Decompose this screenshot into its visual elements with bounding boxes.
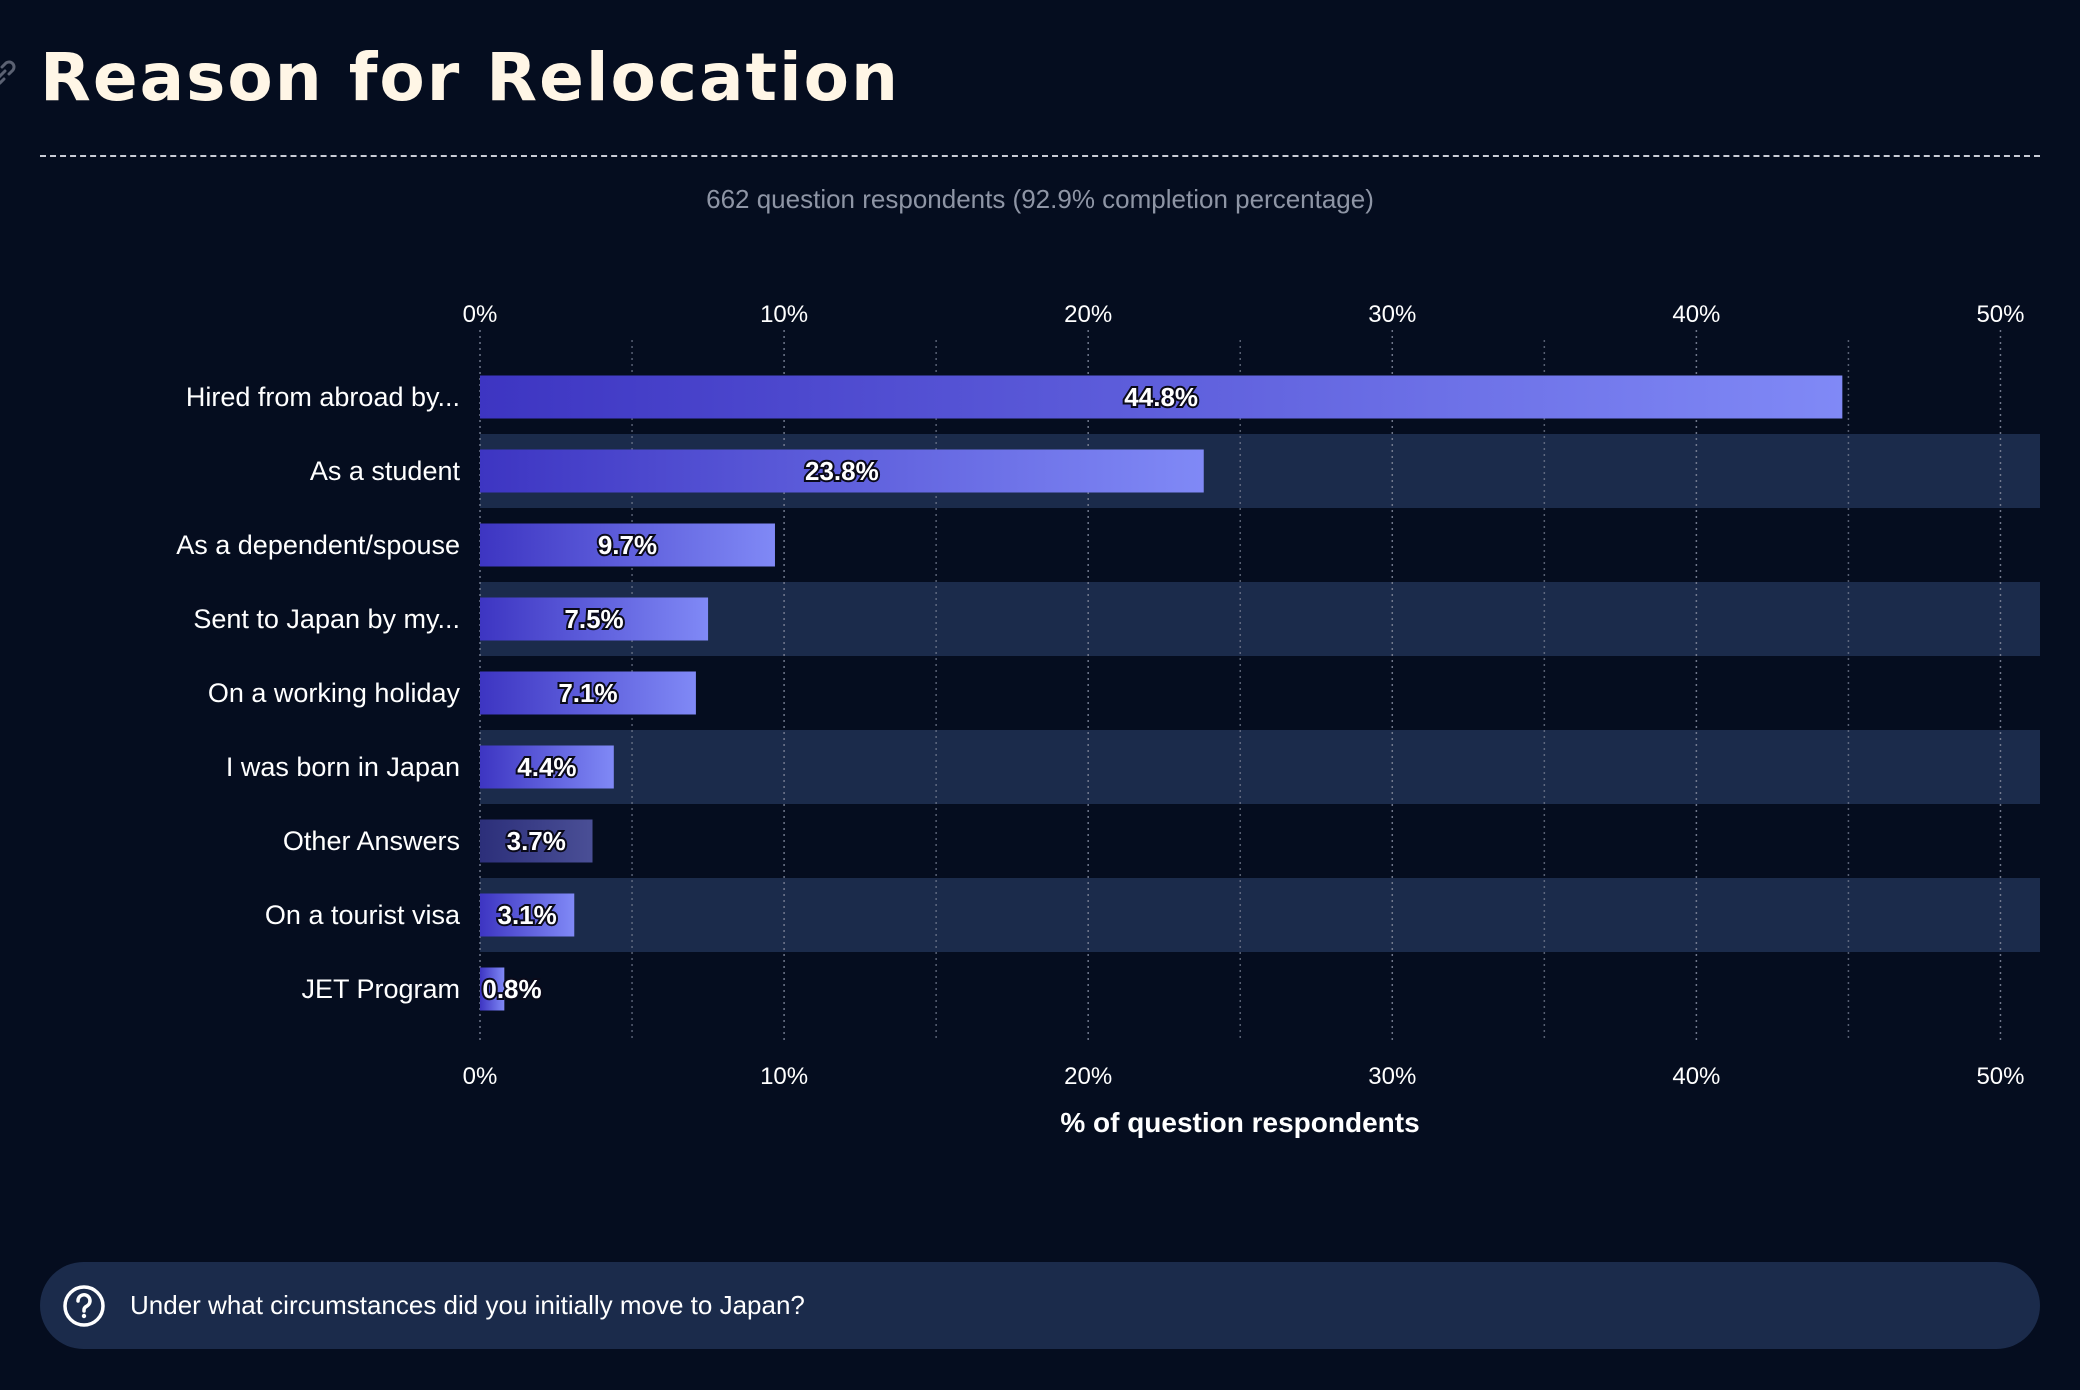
x-tick-label-bottom: 50% [1976,1063,2024,1090]
x-tick-label-bottom: 0% [463,1063,498,1090]
data-label: 4.4% [517,752,576,782]
category-label: As a dependent/spouse [176,530,460,560]
page-title: Reason for Relocation [40,39,901,116]
x-tick-label-top: 0% [463,301,498,328]
x-tick-label-bottom: 40% [1672,1063,1720,1090]
category-label: On a tourist visa [265,900,461,930]
data-label: 9.7% [598,530,657,560]
category-label: JET Program [301,974,460,1004]
link-icon[interactable] [0,58,22,88]
x-tick-label-top: 40% [1672,301,1720,328]
bar[interactable] [480,819,593,863]
x-tick-label-top: 50% [1976,301,2024,328]
x-tick-label-top: 10% [760,301,808,328]
x-tick-label-bottom: 30% [1368,1063,1416,1090]
row-band [480,582,2040,656]
bar-chart: Hired from abroad by... 44.8% As a student… [176,301,2040,1138]
bar[interactable] [480,967,505,1011]
category-label: On a working holiday [208,678,461,708]
title-divider [40,155,2040,157]
x-tick-label-top: 30% [1368,301,1416,328]
x-axis-title: % of question respondents [1060,1107,1419,1138]
bar[interactable] [480,597,709,641]
x-tick-label-bottom: 10% [760,1063,808,1090]
row-band [480,730,2040,804]
question-text: Under what circumstances did you initial… [130,1290,805,1320]
data-label: 7.1% [558,678,617,708]
bar[interactable] [480,745,614,789]
x-tick-label-top: 20% [1064,301,1112,328]
question-banner: Under what circumstances did you initial… [40,1262,2040,1349]
category-label: I was born in Japan [226,752,460,782]
bar[interactable] [480,671,696,715]
data-label: 7.5% [564,604,623,634]
data-label: 3.1% [498,900,557,930]
category-label: As a student [310,456,461,486]
bar[interactable] [480,449,1204,493]
x-tick-label-bottom: 20% [1064,1063,1112,1090]
data-label: 23.8% [805,456,879,486]
category-label: Hired from abroad by... [186,382,460,412]
bar[interactable] [480,893,575,937]
data-label: 3.7% [507,826,566,856]
bar[interactable] [480,523,775,567]
question-circle-icon [63,1284,105,1327]
category-label: Other Answers [283,826,460,856]
respondents-subtitle: 662 question respondents (92.9% completi… [706,184,1374,214]
data-label: 44.8% [1124,382,1198,412]
bar[interactable] [480,375,1843,419]
row-band [480,878,2040,952]
data-label: 0.8% [482,974,541,1004]
category-label: Sent to Japan by my... [193,604,460,634]
